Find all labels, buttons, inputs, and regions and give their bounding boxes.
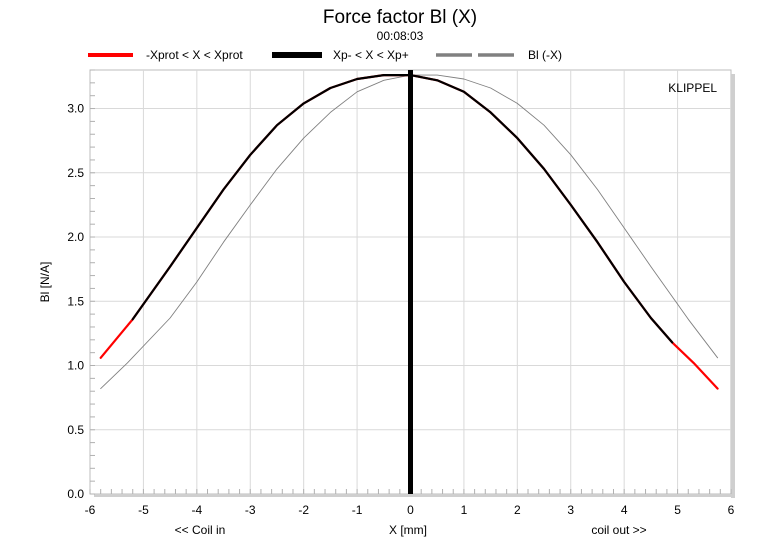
- y-tick-label: 2.5: [67, 166, 84, 180]
- y-axis-label: Bl [N/A]: [38, 262, 52, 303]
- y-tick-labels: 0.0 0.5 1.0 1.5 2.0 2.5 3.0: [67, 102, 84, 501]
- x-tick-label: 2: [514, 503, 521, 517]
- y-tick-label: 0.5: [67, 423, 84, 437]
- x-tick-label: -1: [352, 503, 363, 517]
- x-tick-labels: -6 -5 -4 -3 -2 -1 0 1 2 3 4 5 6: [85, 503, 735, 517]
- legend-label: Xp- < X < Xp+: [333, 48, 409, 62]
- x-tick-label: 5: [674, 503, 681, 517]
- y-tick-label: 2.0: [67, 230, 84, 244]
- legend-label: Bl (-X): [528, 48, 562, 62]
- chart-subtitle: 00:08:03: [377, 29, 424, 43]
- series-layer: [99, 70, 719, 494]
- y-tick-label: 0.0: [67, 487, 84, 501]
- plot-shadow-right: [731, 74, 735, 498]
- legend-label: -Xprot < X < Xprot: [146, 48, 243, 62]
- x-tick-label: -5: [138, 503, 149, 517]
- plot-shadow-bottom: [94, 494, 735, 497]
- x-tick-label: -6: [85, 503, 96, 517]
- minor-ticks: [89, 69, 732, 495]
- x-tick-label: -2: [298, 503, 309, 517]
- x-tick-label: 4: [621, 503, 628, 517]
- x-tick-label: 3: [567, 503, 574, 517]
- x-axis-label-left: << Coil in: [175, 523, 226, 537]
- x-tick-label: -4: [191, 503, 202, 517]
- y-tick-label: 3.0: [67, 102, 84, 116]
- x-axis-label-right: coil out >>: [591, 523, 646, 537]
- x-tick-label: 0: [407, 503, 414, 517]
- x-tick-label: 1: [461, 503, 468, 517]
- watermark-klippel: KLIPPEL: [668, 81, 717, 95]
- x-tick-label: -3: [245, 503, 256, 517]
- chart-title: Force factor Bl (X): [323, 7, 477, 28]
- y-tick-label: 1.0: [67, 359, 84, 373]
- x-tick-label: 6: [728, 503, 735, 517]
- legend: -Xprot < X < Xprot Xp- < X < Xp+ Bl (-X): [88, 48, 562, 62]
- y-tick-label: 1.5: [67, 294, 84, 308]
- x-axis-label: X [mm]: [389, 523, 427, 537]
